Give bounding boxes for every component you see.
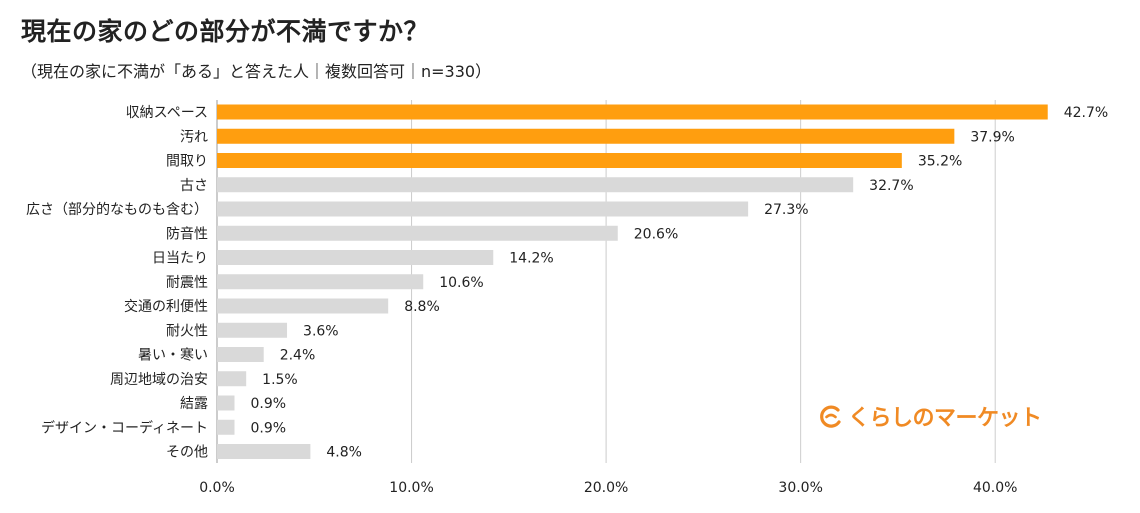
data-label: 27.3% [764,202,808,218]
data-label: 3.6% [303,323,339,339]
bar [217,225,618,241]
category-label: 古さ [180,178,208,194]
data-label: 35.2% [918,154,962,170]
data-label: 37.9% [970,129,1014,145]
bar [217,347,264,362]
data-label: 4.8% [326,445,362,461]
data-label: 10.6% [439,275,483,291]
bar [217,322,288,338]
category-label: 暑い・寒い [138,347,208,364]
x-tick-label: 0.0% [199,480,235,496]
category-label: 交通の利便性 [124,298,208,315]
x-tick-label: 40.0% [973,480,1017,496]
category-label: 耐震性 [166,275,208,291]
category-label: その他 [166,445,208,461]
data-labels: 42.7% 37.9% 35.2% 32.7% 27.3% 20.6% 14.2% 10.6%… [251,105,1109,461]
bar [217,250,494,265]
data-label: 2.4% [280,348,316,364]
bar [217,371,247,387]
category-label: 広さ（部分的なものも含む） [26,202,208,218]
category-label: 防音性 [166,225,208,242]
data-label: 42.7% [1064,105,1108,121]
category-label: 収納スペース [126,105,208,121]
data-label: 1.5% [262,372,298,388]
bar [217,104,1048,120]
brand-logo-text: くらしのマーケット [848,406,1042,431]
data-label: 14.2% [509,251,553,267]
category-label: 耐火性 [166,323,208,339]
bar [217,274,424,290]
category-label: 間取り [166,154,208,170]
data-label: 0.9% [251,420,287,436]
category-label: 結露 [180,396,208,412]
bar [217,419,235,435]
bars [217,104,1048,459]
bar [217,201,749,217]
bar [217,177,854,193]
chart-subtitle: （現在の家に不満が「ある」と答えた人｜複数回答可｜n=330） [21,62,492,81]
bar [217,153,902,168]
bar [217,128,955,144]
category-label: デザイン・コーディネート [41,419,208,436]
bar [217,395,235,411]
bar [217,298,389,314]
brand-logo: くらしのマーケット [818,400,1042,432]
category-label: 日当たり [152,251,208,267]
x-axis-tick-labels: 0.0% 10.0% 20.0% 30.0% 40.0% [199,480,1017,496]
x-tick-label: 20.0% [584,480,628,496]
category-label: 周辺地域の治安 [110,372,208,388]
data-label: 0.9% [251,396,287,412]
x-tick-label: 10.0% [389,480,433,496]
brand-logo-icon [820,405,841,428]
bar [217,444,311,459]
chart-title: 現在の家のどの部分が不満ですか？ [21,17,430,46]
category-label: 汚れ [180,129,208,145]
data-label: 8.8% [404,299,440,315]
data-label: 20.6% [634,226,678,242]
x-tick-label: 30.0% [778,480,822,496]
data-label: 32.7% [869,178,913,194]
